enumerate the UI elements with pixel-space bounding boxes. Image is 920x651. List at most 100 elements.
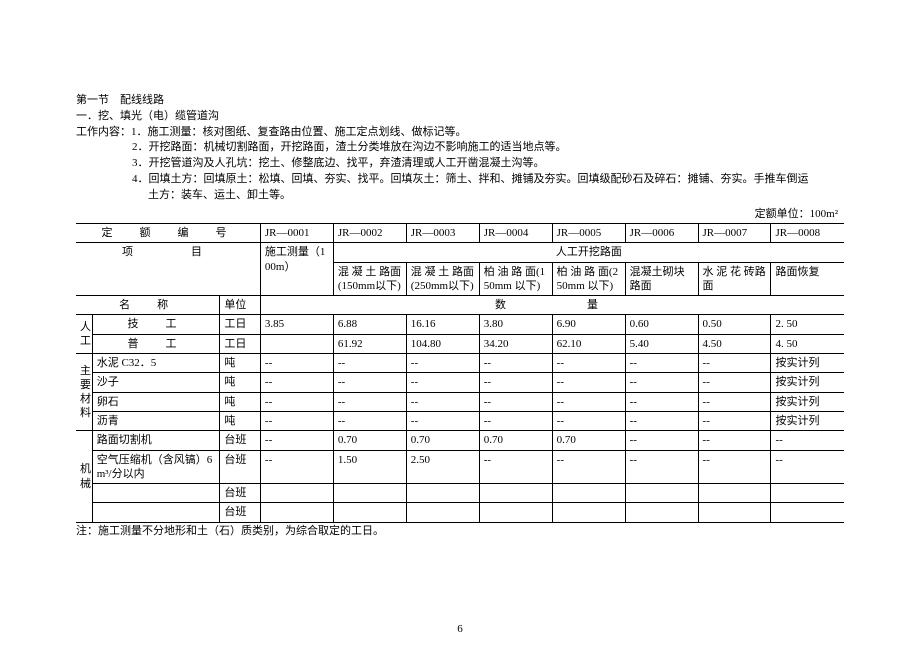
cutter-0: -- <box>260 431 333 450</box>
roadtype-1: 混 凝 土 路面 (250mm以下) <box>406 262 479 296</box>
blank2-3 <box>479 503 552 522</box>
cement-5: -- <box>625 354 698 373</box>
roadtype-0: 混 凝 土 路面 (150mm以下) <box>333 262 406 296</box>
row-asphalt: 沥青 吨 -- -- -- -- -- -- -- 按实计列 <box>76 411 844 430</box>
unit-asphalt: 吨 <box>220 411 261 430</box>
sand-3: -- <box>479 373 552 392</box>
sand-0: -- <box>260 373 333 392</box>
code-label: 定 额 编 号 <box>76 224 260 243</box>
label-jigong: 技 工 <box>92 315 220 334</box>
unit-cement: 吨 <box>220 354 261 373</box>
asphalt-3: -- <box>479 411 552 430</box>
blank2-7 <box>771 503 844 522</box>
cement-1: -- <box>333 354 406 373</box>
work-label: 工作内容： <box>76 126 131 138</box>
work-item-2: 2．开挖路面：机械切割路面，开挖路面，渣土分类堆放在沟边不影响施工的适当地点等。 <box>76 141 844 155</box>
unit-pugong: 工日 <box>220 334 261 353</box>
pugong-2: 104.80 <box>406 334 479 353</box>
code-7: JR—0008 <box>771 224 844 243</box>
item-label: 项 目 <box>76 243 260 296</box>
blank2-5 <box>625 503 698 522</box>
asphalt-2: -- <box>406 411 479 430</box>
code-6: JR—0007 <box>698 224 771 243</box>
row-cement: 主要材料 水泥 C32．5 吨 -- -- -- -- -- -- -- 按实计… <box>76 354 844 373</box>
blank2-1 <box>333 503 406 522</box>
code-4: JR—0005 <box>552 224 625 243</box>
group-machine: 机械 <box>76 431 92 522</box>
code-3: JR—0004 <box>479 224 552 243</box>
blank1-7 <box>771 484 844 503</box>
cutter-2: 0.70 <box>406 431 479 450</box>
jigong-7: 2. 50 <box>771 315 844 334</box>
blank1-3 <box>479 484 552 503</box>
gravel-2: -- <box>406 392 479 411</box>
work-line-1: 工作内容：1．施工测量：核对图纸、复查路由位置、施工定点划线、做标记等。 <box>76 126 844 140</box>
sand-4: -- <box>552 373 625 392</box>
work-item-4a: 4．回填土方：回填原土：松填、回填、夯实、找平。回填灰土：筛土、拌和、摊铺及夯实… <box>76 173 844 187</box>
unit-jigong: 工日 <box>220 315 261 334</box>
asphalt-0: -- <box>260 411 333 430</box>
gravel-1: -- <box>333 392 406 411</box>
blank2-4 <box>552 503 625 522</box>
header-row-item: 项 目 施工测量（100m） 人工开挖路面 <box>76 243 844 262</box>
sand-1: -- <box>333 373 406 392</box>
unit-cutter: 台班 <box>220 431 261 450</box>
asphalt-7: 按实计列 <box>771 411 844 430</box>
blank2-6 <box>698 503 771 522</box>
unit-compressor: 台班 <box>220 450 261 484</box>
sand-6: -- <box>698 373 771 392</box>
compressor-2: 2.50 <box>406 450 479 484</box>
compressor-7: -- <box>771 450 844 484</box>
row-gravel: 卵石 吨 -- -- -- -- -- -- -- 按实计列 <box>76 392 844 411</box>
asphalt-6: -- <box>698 411 771 430</box>
unit-col-label: 单位 <box>220 296 261 315</box>
label-pugong: 普 工 <box>92 334 220 353</box>
cement-3: -- <box>479 354 552 373</box>
jigong-6: 0.50 <box>698 315 771 334</box>
asphalt-4: -- <box>552 411 625 430</box>
row-pugong: 普 工 工日 61.92 104.80 34.20 62.10 5.40 4.5… <box>76 334 844 353</box>
row-blank-1: 台班 <box>76 484 844 503</box>
jigong-2: 16.16 <box>406 315 479 334</box>
code-2: JR—0003 <box>406 224 479 243</box>
gravel-3: -- <box>479 392 552 411</box>
label-gravel: 卵石 <box>92 392 220 411</box>
work-item-4b: 土方：装车、运土、卸土等。 <box>76 189 844 203</box>
group-labor: 人工 <box>76 315 92 354</box>
label-compressor: 空气压缩机（含风镐）6m³/分以内 <box>92 450 220 484</box>
cutter-4: 0.70 <box>552 431 625 450</box>
asphalt-1: -- <box>333 411 406 430</box>
pugong-1: 61.92 <box>333 334 406 353</box>
compressor-4: -- <box>552 450 625 484</box>
compressor-1: 1.50 <box>333 450 406 484</box>
unit-blank-1: 台班 <box>220 484 261 503</box>
row-compressor: 空气压缩机（含风镐）6m³/分以内 台班 -- 1.50 2.50 -- -- … <box>76 450 844 484</box>
asphalt-5: -- <box>625 411 698 430</box>
unit-sand: 吨 <box>220 373 261 392</box>
sand-5: -- <box>625 373 698 392</box>
quota-table: 定 额 编 号 JR—0001 JR—0002 JR—0003 JR—0004 … <box>76 223 844 523</box>
blank1-6 <box>698 484 771 503</box>
gravel-6: -- <box>698 392 771 411</box>
code-1: JR—0002 <box>333 224 406 243</box>
gravel-0: -- <box>260 392 333 411</box>
blank1-1 <box>333 484 406 503</box>
jigong-5: 0.60 <box>625 315 698 334</box>
sand-7: 按实计列 <box>771 373 844 392</box>
work-item-1: 1．施工测量：核对图纸、复查路由位置、施工定点划线、做标记等。 <box>131 126 467 138</box>
cement-2: -- <box>406 354 479 373</box>
qty-label: 数 量 <box>260 296 844 315</box>
row-blank-2: 台班 <box>76 503 844 522</box>
pugong-5: 5.40 <box>625 334 698 353</box>
roadtype-6: 路面恢复 <box>771 262 844 296</box>
unit-blank-2: 台班 <box>220 503 261 522</box>
pugong-4: 62.10 <box>552 334 625 353</box>
label-cutter: 路面切割机 <box>92 431 220 450</box>
roadtype-2: 柏 油 路 面(150mm 以下) <box>479 262 552 296</box>
label-sand: 沙子 <box>92 373 220 392</box>
roadtype-4: 混凝土砌块路面 <box>625 262 698 296</box>
blank1-4 <box>552 484 625 503</box>
label-blank-2 <box>92 503 220 522</box>
cutter-7: -- <box>771 431 844 450</box>
cutter-3: 0.70 <box>479 431 552 450</box>
